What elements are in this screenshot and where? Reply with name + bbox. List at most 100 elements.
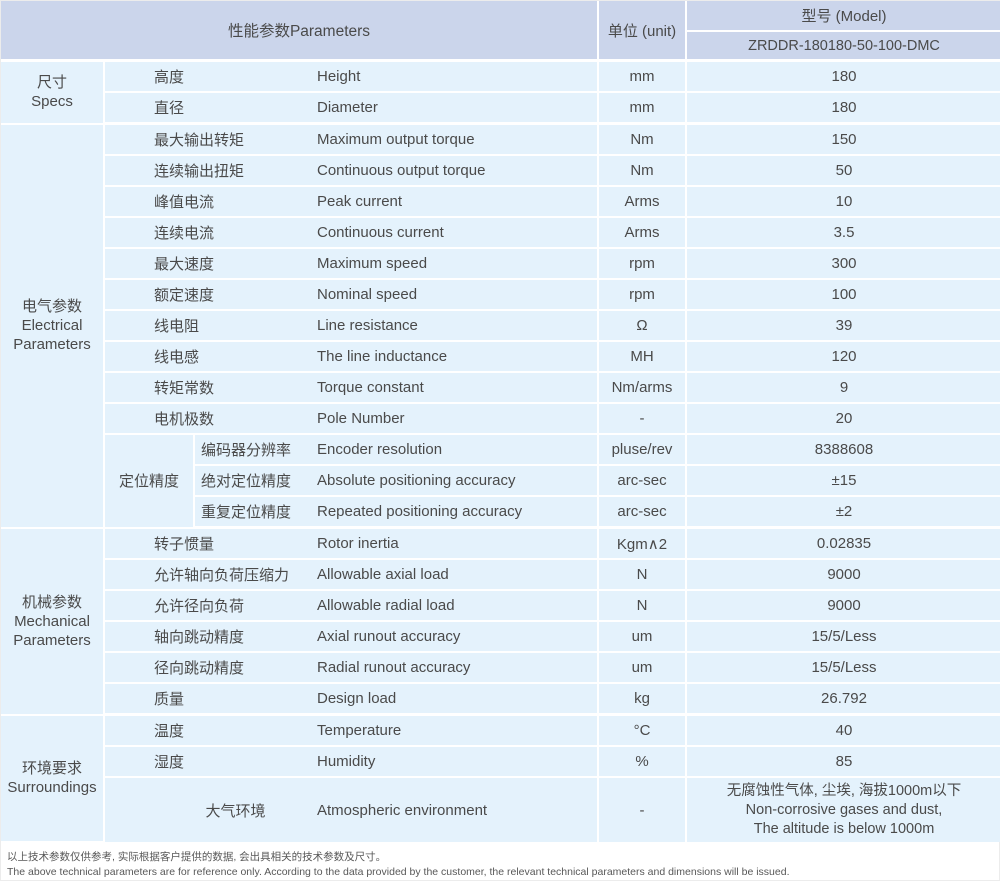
param-zh: 湿度 xyxy=(154,754,185,771)
value-cell: 9000 xyxy=(686,559,1000,591)
param-cell: 转矩常数 Torque constant xyxy=(104,372,598,404)
param-en: Continuous output torque xyxy=(317,162,486,179)
unit-cell: MH xyxy=(597,341,687,373)
param-cell: 编码器分辨率 Encoder resolution xyxy=(194,434,598,466)
param-zh: 转矩常数 xyxy=(154,380,215,397)
param-zh: 质量 xyxy=(154,691,185,708)
param-cell: 径向跳动精度 Radial runout accuracy xyxy=(104,652,598,684)
param-cell: 峰值电流 Peak current xyxy=(104,186,598,218)
header-model: 型号 (Model) xyxy=(686,1,1000,32)
unit-cell: mm xyxy=(597,92,687,125)
unit-cell: kg xyxy=(597,683,687,716)
value-cell: 0.02835 xyxy=(686,527,1000,560)
param-zh: 线电阻 xyxy=(154,318,200,335)
footnote-zh: 以上技术参数仅供参考, 实际根据客户提供的数据, 会出具相关的技术参数及尺寸。 xyxy=(7,851,387,863)
value-cell: 9000 xyxy=(686,590,1000,622)
unit-cell: - xyxy=(597,403,687,435)
unit-cell: Ω xyxy=(597,310,687,342)
param-zh: 连续输出扭矩 xyxy=(154,163,245,180)
param-en: Height xyxy=(317,68,361,85)
param-en: Line resistance xyxy=(317,317,418,334)
param-cell: 高度 Height xyxy=(104,60,598,93)
unit-cell: Arms xyxy=(597,186,687,218)
table-row: 电气参数 Electrical Parameters 最大输出转矩 Maximum… xyxy=(1,123,1000,529)
unit-cell: N xyxy=(597,559,687,591)
unit-cell: pluse/rev xyxy=(597,434,687,466)
table-row: 径向跳动精度 Radial runout accuracy um 15/5/Les… xyxy=(1,652,1000,684)
param-en: Continuous current xyxy=(317,224,444,241)
table-row: 湿度 Humidity % 85 xyxy=(1,746,1000,778)
value-cell: 85 xyxy=(686,746,1000,778)
param-cell: 绝对定位精度 Absolute positioning accuracy xyxy=(194,465,598,497)
table-row: 电机极数 Pole Number - 20 xyxy=(1,403,1000,435)
table-row: 转矩常数 Torque constant Nm/arms 9 xyxy=(1,372,1000,404)
param-zh: 温度 xyxy=(154,723,185,740)
table-row: 连续输出扭矩 Continuous output torque Nm 50 xyxy=(1,155,1000,187)
table-row: 定位精度 编码器分辨率 Encoder resolution pluse/rev … xyxy=(1,434,1000,529)
param-zh: 允许径向负荷 xyxy=(154,598,245,615)
value-cell: ±15 xyxy=(686,465,1000,497)
param-cell: 质量 Design load xyxy=(104,683,598,716)
param-en: The line inductance xyxy=(317,348,448,365)
unit-cell: arc-sec xyxy=(597,465,687,497)
param-cell: 温度 Temperature xyxy=(104,714,598,747)
unit-cell: arc-sec xyxy=(597,496,687,529)
unit-cell: °C xyxy=(597,714,687,747)
param-zh: 线电感 xyxy=(154,349,200,366)
param-en: Axial runout accuracy xyxy=(317,628,461,645)
table-row: 线电感 The line inductance MH 120 xyxy=(1,341,1000,373)
value-cell: 120 xyxy=(686,341,1000,373)
value-cell: 100 xyxy=(686,279,1000,311)
param-en: Pole Number xyxy=(317,410,405,427)
param-en: Rotor inertia xyxy=(317,535,399,552)
param-en: Design load xyxy=(317,690,397,707)
param-cell: 允许轴向负荷压缩力 Allowable axial load xyxy=(104,559,598,591)
table-row: 线电阻 Line resistance Ω 39 xyxy=(1,310,1000,342)
category-cell: 环境要求 Surroundings xyxy=(1,714,105,843)
param-zh: 允许轴向负荷压缩力 xyxy=(154,567,290,584)
param-en: Diameter xyxy=(317,99,378,116)
unit-cell: rpm xyxy=(597,279,687,311)
param-zh: 重复定位精度 xyxy=(201,504,292,521)
param-zh: 编码器分辨率 xyxy=(201,442,292,459)
header-unit: 单位 (unit) xyxy=(597,1,687,62)
unit-cell: N xyxy=(597,590,687,622)
value-cell: 无腐蚀性气体, 尘埃, 海拔1000m以下 Non-corrosive gase… xyxy=(686,777,1000,842)
param-en: Encoder resolution xyxy=(317,441,443,458)
table-row: 质量 Design load kg 26.792 xyxy=(1,683,1000,716)
value-cell: 180 xyxy=(686,92,1000,125)
header-row-1: 性能参数Parameters 单位 (unit) 型号 (Model) xyxy=(1,1,1000,62)
value-cell: 40 xyxy=(686,714,1000,747)
table-row: 最大速度 Maximum speed rpm 300 xyxy=(1,248,1000,280)
positioning-group-cell: 定位精度 xyxy=(104,434,195,529)
unit-cell: Nm xyxy=(597,123,687,156)
value-cell: 150 xyxy=(686,123,1000,156)
unit-cell: Kgm∧2 xyxy=(597,527,687,560)
param-en: Torque constant xyxy=(317,379,424,396)
section-electrical: 电气参数 Electrical Parameters 最大输出转矩 Maximum… xyxy=(1,123,1000,529)
table-row: 峰值电流 Peak current Arms 10 xyxy=(1,186,1000,218)
param-en: Humidity xyxy=(317,753,376,770)
param-cell: 额定速度 Nominal speed xyxy=(104,279,598,311)
param-zh: 高度 xyxy=(154,69,185,86)
param-zh: 额定速度 xyxy=(154,287,215,304)
param-en: Radial runout accuracy xyxy=(317,659,471,676)
value-cell: 20 xyxy=(686,403,1000,435)
table-row: 绝对定位精度 Absolute positioning accuracy arc-… xyxy=(1,465,1000,497)
category-cell: 电气参数 Electrical Parameters xyxy=(1,123,105,529)
param-cell: 转子惯量 Rotor inertia xyxy=(104,527,598,560)
table-row: 额定速度 Nominal speed rpm 100 xyxy=(1,279,1000,311)
value-cell: 180 xyxy=(686,60,1000,93)
param-cell: 最大输出转矩 Maximum output torque xyxy=(104,123,598,156)
value-cell: 39 xyxy=(686,310,1000,342)
unit-cell: Nm xyxy=(597,155,687,187)
value-cell: 15/5/Less xyxy=(686,621,1000,653)
unit-cell: Nm/arms xyxy=(597,372,687,404)
param-en: Allowable radial load xyxy=(317,597,455,614)
unit-cell: um xyxy=(597,652,687,684)
table-header: 性能参数Parameters 单位 (unit) 型号 (Model) ZRDD… xyxy=(1,1,1000,62)
unit-cell: mm xyxy=(597,60,687,93)
param-cell: 连续输出扭矩 Continuous output torque xyxy=(104,155,598,187)
unit-cell: um xyxy=(597,621,687,653)
